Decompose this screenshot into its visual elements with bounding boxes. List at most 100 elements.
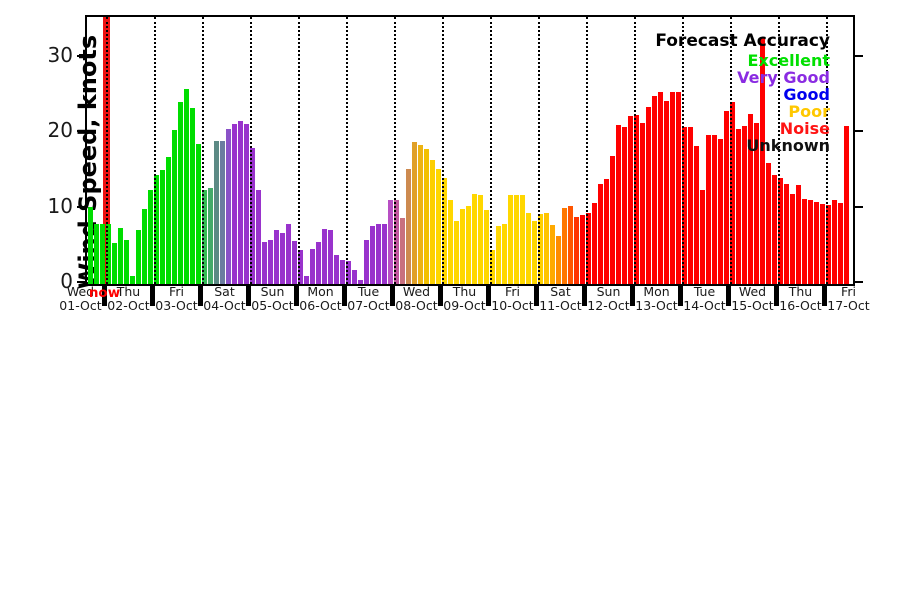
wind-speed-bar (808, 199, 813, 284)
day-name: Sat (550, 284, 571, 299)
day-boundary-gridline (729, 17, 732, 284)
wind-speed-bar (160, 170, 165, 284)
x-axis-day-label: Thu 09-Oct (435, 285, 495, 312)
x-axis-day-label: Sat 04-Oct (195, 285, 255, 312)
x-axis-day-label: Sun 05-Oct (243, 285, 303, 312)
wind-speed-bar (532, 220, 537, 284)
wind-speed-bar (814, 201, 819, 284)
x-axis-day-label: Mon 13-Oct (627, 285, 687, 312)
day-boundary-tick (678, 284, 683, 306)
wind-speed-bar (580, 214, 585, 284)
wind-speed-bar (730, 102, 735, 284)
x-axis-day-label: Fri 03-Oct (147, 285, 207, 312)
wind-speed-bar (466, 206, 471, 284)
day-date: 01-Oct (59, 297, 102, 313)
day-boundary-tick (198, 284, 203, 306)
x-axis-day-label: Sun 12-Oct (579, 285, 639, 312)
wind-speed-bar (724, 110, 729, 284)
day-date: 12-Oct (587, 297, 630, 313)
wind-speed-bar (130, 276, 135, 284)
wind-speed-bar (304, 276, 309, 284)
day-boundary-tick (150, 284, 155, 306)
wind-speed-bar (262, 241, 267, 284)
wind-speed-bar (424, 149, 429, 284)
day-boundary-tick (438, 284, 443, 306)
wind-speed-bar (226, 129, 231, 284)
y-axis-tick-right (855, 281, 863, 283)
day-date: 09-Oct (443, 297, 486, 313)
day-name: Sat (214, 284, 235, 299)
legend-title: Forecast Accuracy (655, 31, 830, 51)
day-name: Tue (357, 284, 380, 299)
wind-speed-bar (646, 106, 651, 284)
y-axis-tick-label: 0 (60, 269, 73, 293)
wind-speed-bar (784, 184, 789, 284)
wind-speed-bar (670, 91, 675, 284)
day-date: 15-Oct (731, 297, 774, 313)
wind-speed-bar (568, 206, 573, 284)
wind-speed-bar (352, 270, 357, 284)
wind-speed-bar (460, 209, 465, 284)
day-date: 05-Oct (251, 297, 294, 313)
day-boundary-tick (390, 284, 395, 306)
wind-speed-bar (826, 204, 831, 284)
day-boundary-gridline (777, 17, 780, 284)
wind-speed-bar (598, 183, 603, 284)
day-boundary-tick (342, 284, 347, 306)
wind-speed-bar (712, 134, 717, 284)
day-boundary-gridline (105, 17, 108, 284)
wind-speed-bar (634, 115, 639, 284)
y-axis-tick-label: 20 (47, 118, 73, 143)
day-name: Fri (169, 284, 184, 299)
wind-speed-bar (436, 168, 441, 284)
day-date: 17-Oct (827, 297, 870, 313)
wind-speed-bar (520, 195, 525, 284)
wind-speed-bar (472, 193, 477, 284)
day-boundary-tick (630, 284, 635, 306)
wind-speed-bar (688, 127, 693, 284)
wind-speed-bar (790, 193, 795, 284)
day-boundary-tick (246, 284, 251, 306)
day-name: Thu (452, 284, 477, 299)
day-boundary-gridline (297, 17, 300, 284)
wind-speed-bar (838, 202, 843, 284)
day-boundary-gridline (249, 17, 252, 284)
wind-speed-bar (214, 141, 219, 284)
day-name: Mon (307, 284, 334, 299)
x-axis-day-label: Thu 02-Oct (99, 285, 159, 312)
x-axis-day-label: Sat 11-Oct (531, 285, 591, 312)
day-date: 11-Oct (539, 297, 582, 313)
legend-entry-poor: Poor (788, 102, 830, 121)
day-boundary-gridline (825, 17, 828, 284)
wind-speed-bar (172, 130, 177, 284)
day-name: Thu (788, 284, 813, 299)
y-axis-tick (77, 205, 85, 208)
day-date: 14-Oct (683, 297, 726, 313)
wind-speed-bar (772, 175, 777, 284)
day-boundary-gridline (681, 17, 684, 284)
day-name: Wed (66, 284, 95, 299)
day-name: Thu (116, 284, 141, 299)
day-name: Wed (402, 284, 431, 299)
wind-speed-bar (742, 126, 747, 284)
x-axis-day-label: Tue 14-Oct (675, 285, 735, 312)
day-boundary-tick (582, 284, 587, 306)
wind-speed-bar (496, 225, 501, 284)
wind-speed-bar (508, 195, 513, 284)
wind-speed-bar (754, 123, 759, 284)
wind-speed-bar (340, 259, 345, 284)
wind-speed-bar (202, 190, 207, 284)
wind-speed-bar (760, 38, 765, 284)
wind-speed-bar (232, 124, 237, 284)
wind-speed-bar (238, 121, 243, 284)
wind-speed-bar (664, 101, 669, 284)
wind-speed-bar (334, 255, 339, 284)
day-boundary-tick (534, 284, 539, 306)
y-axis-tick-right (855, 54, 863, 57)
wind-speed-bar (166, 157, 171, 284)
wind-speed-bar (136, 229, 141, 284)
day-name: Fri (841, 284, 856, 299)
wind-speed-bar (844, 126, 849, 284)
wind-speed-bar (766, 163, 771, 284)
y-axis-tick (77, 54, 85, 57)
